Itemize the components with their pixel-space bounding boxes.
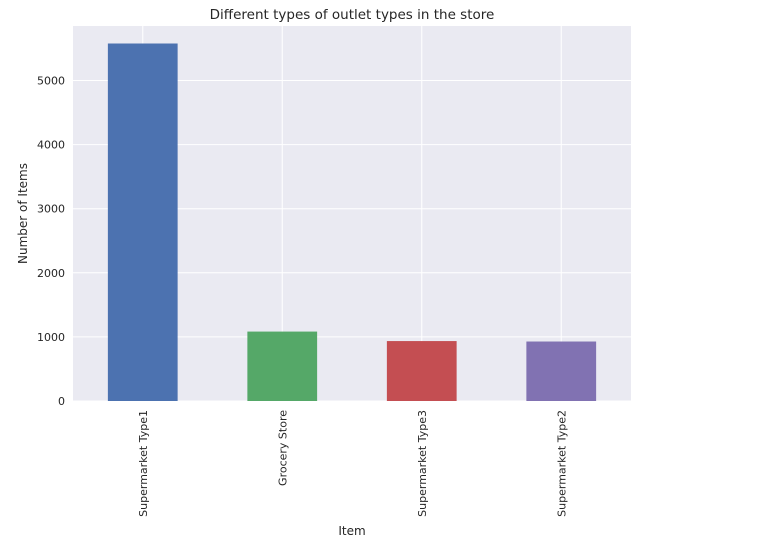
x-tick-label: Grocery Store <box>276 410 289 486</box>
chart-title: Different types of outlet types in the s… <box>210 7 495 23</box>
y-tick-label: 3000 <box>37 203 65 216</box>
y-tick-label: 4000 <box>37 139 65 152</box>
y-axis-label: Number of Items <box>16 163 30 264</box>
bar-supermarket-type3 <box>386 341 457 401</box>
bars <box>107 43 597 401</box>
bar-supermarket-type1 <box>107 43 178 401</box>
y-tick-label: 1000 <box>37 331 65 344</box>
x-axis-ticks: Supermarket Type1 Grocery Store Supermarke… <box>137 410 569 517</box>
bar-supermarket-type2 <box>526 341 597 401</box>
y-tick-label: 2000 <box>37 267 65 280</box>
y-axis-ticks: 0 1000 2000 3000 4000 5000 <box>37 74 65 408</box>
y-tick-label: 0 <box>58 395 65 408</box>
bar-grocery-store <box>247 331 318 401</box>
x-tick-label: Supermarket Type1 <box>137 410 150 517</box>
y-tick-label: 5000 <box>37 74 65 87</box>
x-tick-label: Supermarket Type3 <box>416 410 429 517</box>
x-axis-label: Item <box>338 524 365 538</box>
x-tick-label: Supermarket Type2 <box>555 410 568 517</box>
